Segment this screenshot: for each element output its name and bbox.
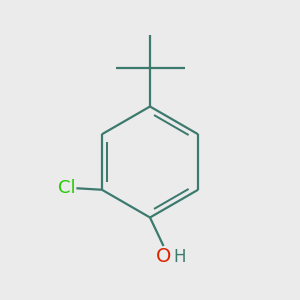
Text: H: H [173, 248, 186, 266]
Text: O: O [156, 248, 171, 266]
Text: Cl: Cl [58, 179, 75, 197]
